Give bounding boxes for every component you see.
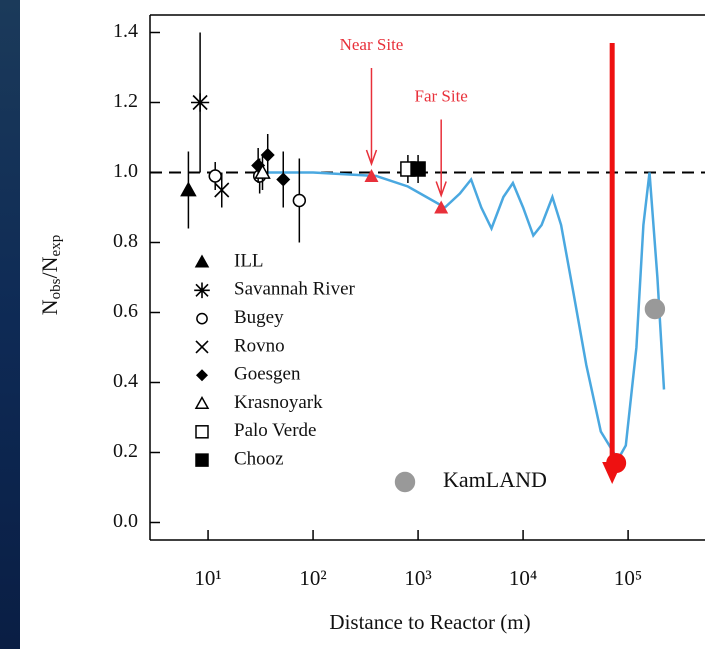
legend-marker <box>195 425 209 439</box>
legend-label: Bugey <box>234 307 284 328</box>
y-tick-label: 1.0 <box>113 160 138 182</box>
y-axis-title: Nobs/Nexp <box>37 235 64 315</box>
legend-marker <box>194 395 210 410</box>
legend-label: KamLAND <box>443 467 547 492</box>
marker <box>254 163 271 179</box>
legend-label: ILL <box>234 250 264 271</box>
marker <box>180 181 197 197</box>
y-tick-label: 0.8 <box>113 230 138 252</box>
y-tick-label: 1.4 <box>113 20 138 42</box>
legend-marker <box>394 471 416 493</box>
x-tick-label: 10² <box>299 566 326 590</box>
legend-label: Chooz <box>234 448 284 469</box>
x-axis-title: Distance to Reactor (m) <box>329 610 530 634</box>
marker <box>214 182 230 198</box>
legend-label: Palo Verde <box>234 420 317 441</box>
legend-marker <box>194 254 210 268</box>
legend-label: Savannah River <box>234 279 356 300</box>
marker <box>191 93 210 112</box>
x-tick-label: 10⁴ <box>509 566 537 590</box>
plot-background <box>20 0 705 649</box>
annotation-label: Far Site <box>415 86 468 105</box>
marker <box>410 161 426 177</box>
x-tick-label: 10¹ <box>194 566 221 590</box>
legend-marker <box>195 340 209 354</box>
marker <box>260 148 275 162</box>
annotation-arrowhead <box>435 181 447 198</box>
marker <box>208 169 222 183</box>
y-tick-label: 0.0 <box>113 510 138 532</box>
legend-label: Krasnoyark <box>234 392 323 413</box>
y-tick-label: 1.2 <box>113 90 138 112</box>
legend-marker <box>196 369 208 382</box>
marker <box>276 172 291 187</box>
legend-label: Rovno <box>234 335 285 356</box>
y-tick-label: 0.6 <box>113 300 138 322</box>
x-tick-label: 10³ <box>404 566 431 590</box>
site-marker <box>364 169 379 182</box>
legend-marker <box>195 453 209 467</box>
annotation-label: Near Site <box>340 35 404 54</box>
site-marker <box>434 200 449 214</box>
annotation-arrowhead <box>365 149 378 167</box>
legend-label: Goesgen <box>234 364 301 385</box>
y-tick-label: 0.2 <box>113 440 138 462</box>
marker <box>292 193 307 208</box>
x-tick-label: 10⁵ <box>614 566 642 590</box>
y-tick-label: 0.4 <box>113 370 138 392</box>
highlight-point <box>606 453 627 473</box>
oscillation-curve <box>258 171 666 462</box>
legend-marker <box>194 282 210 299</box>
legend-marker <box>196 312 208 325</box>
marker <box>644 298 666 320</box>
